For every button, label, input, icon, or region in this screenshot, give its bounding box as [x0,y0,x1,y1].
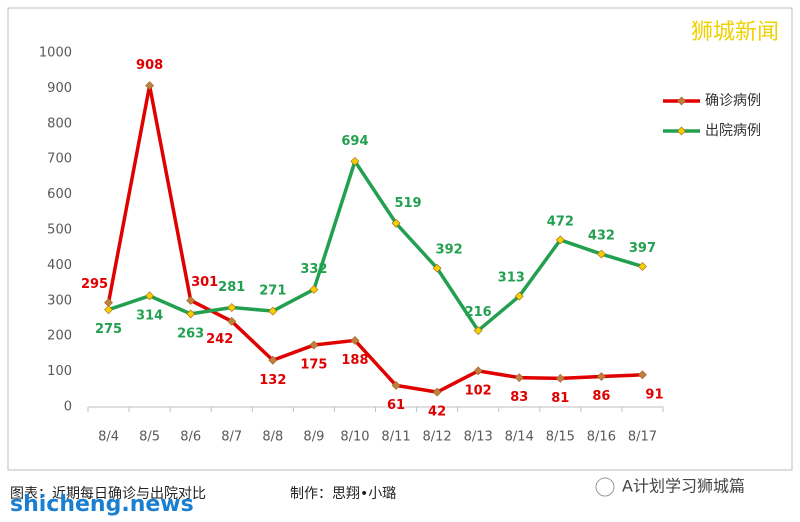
data-label: 314 [136,308,163,323]
point [391,218,401,228]
y-tick-label: 400 [47,258,72,273]
data-label: 301 [191,275,218,290]
data-label: 175 [300,358,327,373]
y-tick-label: 100 [47,364,72,379]
point [104,305,113,315]
data-label: 216 [465,305,492,320]
y-tick-label: 900 [47,81,72,96]
y-tick-label: 600 [47,187,72,202]
source-icon [595,477,615,497]
x-tick-label: 8/5 [139,430,160,445]
point [638,370,647,380]
legend-marker [677,96,686,106]
data-label: 83 [510,390,528,405]
point [268,306,278,316]
x-tick-label: 8/12 [423,430,452,445]
data-label: 908 [136,58,163,73]
x-tick-label: 8/10 [340,430,369,445]
point [145,81,155,90]
x-tick-label: 8/11 [381,430,410,445]
data-label: 188 [341,353,368,368]
point [514,373,524,383]
x-tick-label: 8/4 [98,430,119,445]
point [555,373,565,383]
legend-label: 出院病例 [705,123,761,139]
y-tick-label: 800 [47,116,72,131]
data-label: 61 [387,398,405,413]
point [186,309,196,319]
point [227,316,237,326]
y-tick-label: 200 [47,329,72,344]
x-tick-label: 8/7 [221,430,242,445]
footer-caption: 图表：近期每日确诊与出院对比 [10,486,206,502]
point [473,366,483,376]
x-tick-label: 8/13 [464,430,493,445]
data-label: 472 [547,214,574,229]
data-label: 271 [259,284,286,299]
point [473,326,483,335]
point [309,340,319,350]
point [596,372,606,381]
point [596,249,606,259]
y-tick-label: 500 [47,223,72,238]
legend-label: 确诊病例 [705,93,761,109]
point [432,387,442,397]
watermark: 狮城新闻 [691,20,779,45]
point [432,263,442,273]
data-label: 397 [629,241,656,256]
y-tick-label: 700 [47,152,72,167]
x-tick-label: 8/8 [262,430,283,445]
data-label: 91 [645,387,663,402]
x-tick-label: 8/14 [505,430,534,445]
x-tick-label: 8/16 [587,430,616,445]
point [227,303,237,312]
series-line [107,159,643,333]
footer-source: A计划学习狮城篇 [622,477,745,496]
data-label: 432 [588,229,615,244]
point [391,380,401,390]
y-tick-label: 300 [47,293,72,308]
x-tick-label: 8/15 [546,430,575,445]
data-label: 332 [300,262,327,277]
site-watermark: shicheng.news [10,492,194,517]
chart-frame [7,7,793,471]
data-label: 263 [177,326,204,341]
data-label: 313 [498,271,525,286]
point [268,355,278,365]
point [350,336,360,345]
point [145,291,155,301]
y-tick-label: 1000 [39,46,72,61]
x-tick-label: 8/17 [628,430,657,445]
data-label: 295 [81,277,108,292]
series-line [106,83,643,394]
point [514,291,524,301]
y-tick-label: 0 [64,400,72,415]
data-label: 102 [465,383,492,398]
data-label: 519 [394,196,421,211]
data-label: 281 [218,280,245,295]
point [186,296,196,305]
data-label: 81 [551,391,569,406]
data-label: 392 [436,243,463,258]
x-tick-label: 8/6 [180,430,201,445]
point [350,156,360,166]
point [638,262,647,271]
data-label: 694 [341,134,368,149]
footer-credit: 制作：思翔•小璐 [290,486,396,502]
data-label: 242 [206,332,233,347]
legend-marker [677,126,686,136]
x-tick-label: 8/9 [303,430,324,445]
point [309,285,319,294]
data-label: 132 [259,373,286,388]
point [555,235,565,245]
data-label: 275 [95,322,122,337]
data-label: 42 [428,405,446,420]
data-label: 86 [592,389,610,404]
